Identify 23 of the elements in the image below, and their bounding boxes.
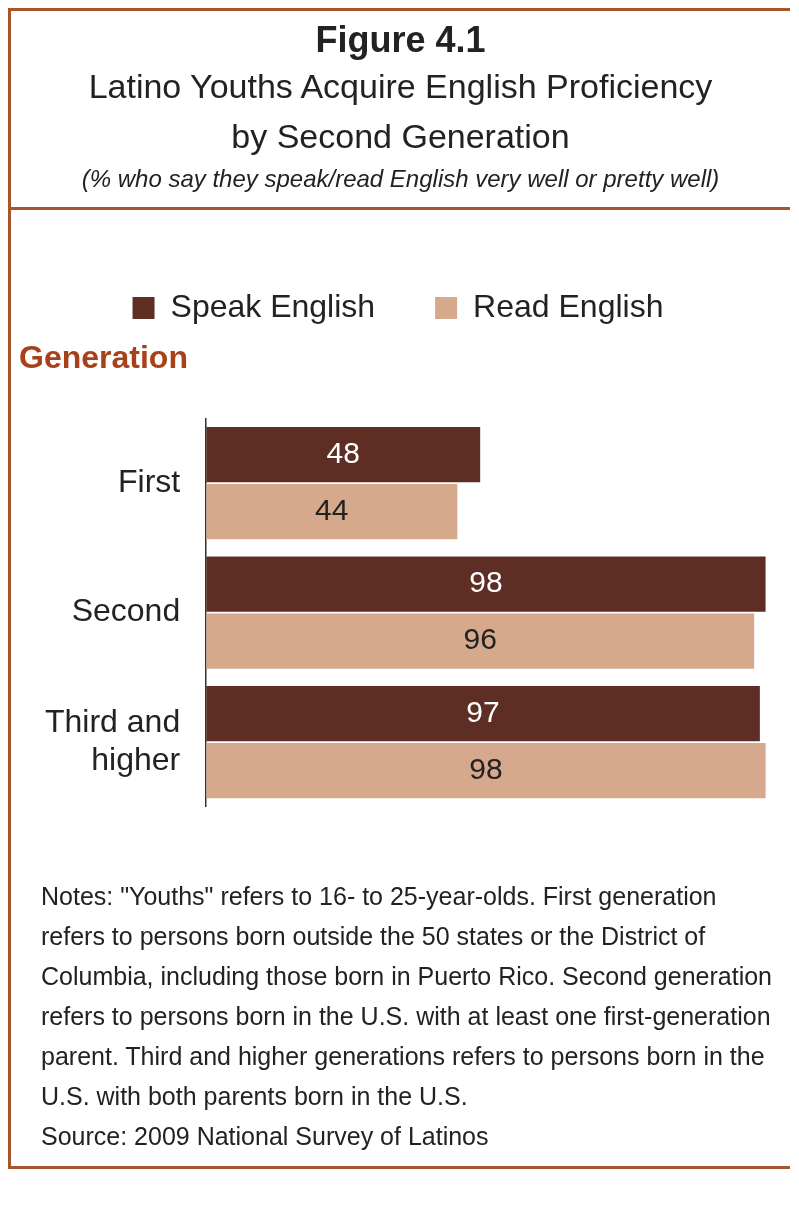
text: (% who say they speak/read English very well or pretty well) [80, 165, 721, 193]
legend-label: Read English [473, 287, 664, 324]
bar [206, 685, 760, 742]
chart-subtitle: Latino Youths Acquire English Proficiency by Second Generation [87, 66, 714, 157]
data-label: 98 [469, 751, 503, 785]
legend-label: Speak English [170, 287, 376, 324]
text: Notes: "Youths" refers to 16- to 25-year-olds. First generation refers to persons born outside the 50 states or the District of Columbia, including those born in Puerto Rico. Second generation refers to persons born in the U.S. with at least one first-generation parent. Third and higher generations refers to persons born in the U.S. with both parents born in the U.S. [41, 881, 773, 1112]
source-note: Source: 2009 National Survey of Latinos [41, 1121, 490, 1152]
y-tick-label: Second [71, 592, 181, 629]
bar [206, 427, 481, 483]
y-tick-label: First [117, 462, 181, 499]
data-label: 98 [469, 565, 503, 599]
y-axis-title: Generation [19, 339, 188, 376]
data-label: 97 [466, 694, 500, 728]
bar [206, 742, 766, 799]
data-label: 96 [463, 622, 497, 656]
data-label: 48 [326, 435, 360, 469]
bar [206, 556, 766, 612]
bar [206, 483, 458, 540]
bar [206, 613, 755, 669]
chart-title: Figure 4.1 [314, 19, 487, 61]
y-tick-label: Third and higher [45, 702, 181, 778]
data-label: 44 [315, 492, 349, 526]
